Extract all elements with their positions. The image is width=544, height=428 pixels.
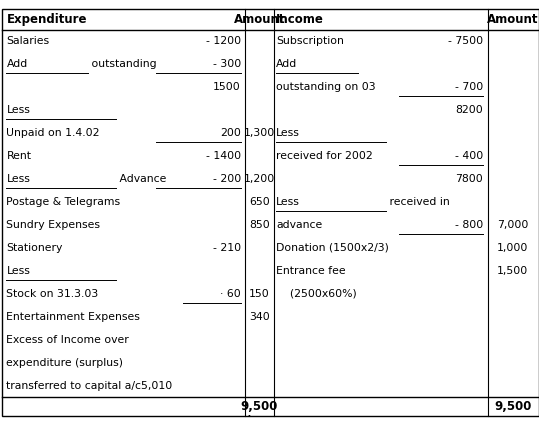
Text: - 200: - 200 bbox=[213, 174, 241, 184]
Text: Postage & Telegrams: Postage & Telegrams bbox=[7, 197, 121, 207]
Text: Salaries: Salaries bbox=[7, 36, 50, 46]
Text: (2500x60%): (2500x60%) bbox=[276, 289, 357, 299]
Text: Unpaid on 1.4.02: Unpaid on 1.4.02 bbox=[7, 128, 100, 138]
Text: Entertainment Expenses: Entertainment Expenses bbox=[7, 312, 140, 322]
Text: 1,500: 1,500 bbox=[497, 266, 528, 276]
Text: 850: 850 bbox=[249, 220, 270, 230]
Text: 1,200: 1,200 bbox=[244, 174, 275, 184]
Text: Less: Less bbox=[276, 197, 300, 207]
Text: - 300: - 300 bbox=[213, 59, 241, 69]
Text: - 800: - 800 bbox=[455, 220, 483, 230]
Text: 340: 340 bbox=[249, 312, 270, 322]
Text: Stock on 31.3.03: Stock on 31.3.03 bbox=[7, 289, 98, 299]
Text: received for 2002: received for 2002 bbox=[276, 151, 373, 161]
Text: - 210: - 210 bbox=[213, 243, 241, 253]
Text: 1,300: 1,300 bbox=[244, 128, 275, 138]
Text: 1,000: 1,000 bbox=[497, 243, 528, 253]
Text: transferred to capital a/c5,010: transferred to capital a/c5,010 bbox=[7, 381, 172, 391]
Text: 650: 650 bbox=[249, 197, 270, 207]
Text: outstanding on 03: outstanding on 03 bbox=[276, 82, 376, 92]
Text: Less: Less bbox=[276, 128, 300, 138]
Text: · 60: · 60 bbox=[220, 289, 241, 299]
Text: Less: Less bbox=[7, 105, 30, 115]
Text: outstanding: outstanding bbox=[89, 59, 157, 69]
Text: 200: 200 bbox=[220, 128, 241, 138]
Text: 8200: 8200 bbox=[455, 105, 483, 115]
Text: Excess of Income over: Excess of Income over bbox=[7, 335, 129, 345]
Text: Less: Less bbox=[7, 266, 30, 276]
Text: Add: Add bbox=[7, 59, 28, 69]
Text: Add: Add bbox=[276, 59, 298, 69]
Text: - 400: - 400 bbox=[455, 151, 483, 161]
Text: - 7500: - 7500 bbox=[448, 36, 483, 46]
Text: Advance: Advance bbox=[116, 174, 166, 184]
Text: - 1400: - 1400 bbox=[206, 151, 241, 161]
Text: 150: 150 bbox=[249, 289, 270, 299]
Text: Less: Less bbox=[7, 174, 30, 184]
Text: ·: · bbox=[246, 410, 251, 425]
Text: Entrance fee: Entrance fee bbox=[276, 266, 346, 276]
Text: Income: Income bbox=[276, 13, 324, 26]
Text: Amount: Amount bbox=[233, 13, 285, 26]
Text: received in: received in bbox=[386, 197, 449, 207]
Text: - 700: - 700 bbox=[455, 82, 483, 92]
Text: Subscription: Subscription bbox=[276, 36, 344, 46]
Text: Amount: Amount bbox=[487, 13, 539, 26]
Text: 9,500: 9,500 bbox=[240, 400, 278, 413]
Text: Stationery: Stationery bbox=[7, 243, 63, 253]
Text: Sundry Expenses: Sundry Expenses bbox=[7, 220, 101, 230]
Text: expenditure (surplus): expenditure (surplus) bbox=[7, 358, 123, 368]
Text: Donation (1500x2/3): Donation (1500x2/3) bbox=[276, 243, 389, 253]
Text: Rent: Rent bbox=[7, 151, 32, 161]
Text: 9,500: 9,500 bbox=[494, 400, 531, 413]
Text: 7,000: 7,000 bbox=[497, 220, 528, 230]
Text: 7800: 7800 bbox=[455, 174, 483, 184]
Text: 1500: 1500 bbox=[213, 82, 241, 92]
Text: Expenditure: Expenditure bbox=[7, 13, 87, 26]
Text: advance: advance bbox=[276, 220, 323, 230]
Text: - 1200: - 1200 bbox=[206, 36, 241, 46]
